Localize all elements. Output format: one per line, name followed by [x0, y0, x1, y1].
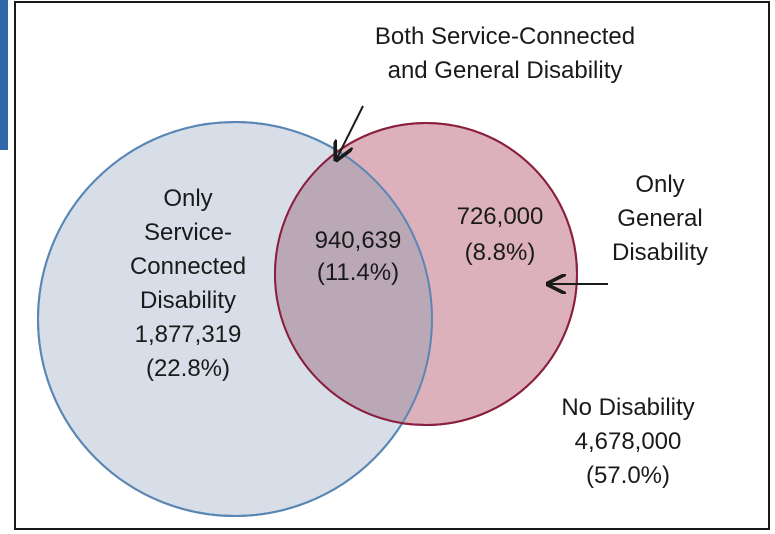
overlap-count: 940,639 — [314, 227, 402, 254]
general-disability-circle-outline — [274, 122, 578, 426]
only-service-line2: Service- — [143, 219, 233, 246]
overlap-pct: (11.4%) — [316, 259, 400, 286]
only-general-pct: (8.8%) — [464, 239, 536, 266]
only-service-count: 1,877,319 — [134, 321, 242, 348]
only-service-pct: (22.8%) — [145, 355, 231, 382]
overlap-label: 940,639 (11.4%) — [278, 226, 438, 288]
accent-strip — [0, 0, 8, 150]
only-general-line2: General — [617, 205, 703, 232]
only-general-line3: Disability — [611, 239, 709, 266]
only-service-line4: Disability — [139, 287, 237, 314]
both-label-line1: Both Service-Connected — [374, 23, 636, 50]
no-disability-line1: No Disability — [561, 394, 695, 421]
only-general-count: 726,000 — [456, 203, 544, 230]
only-general-values: 726,000 (8.8%) — [420, 202, 580, 268]
no-disability-pct: (57.0%) — [585, 462, 671, 489]
both-pointer-arrow — [337, 105, 364, 158]
only-service-line1: Only — [163, 185, 213, 212]
both-label-line2: and General Disability — [387, 57, 623, 84]
only-service-line3: Connected — [129, 253, 247, 280]
only-general-title: Only General Disability — [590, 170, 730, 268]
only-service-label: Only Service- Connected Disability 1,877… — [98, 184, 278, 384]
only-general-line1: Only — [635, 171, 685, 198]
both-label: Both Service-Connected and General Disab… — [320, 22, 690, 86]
no-disability-label: No Disability 4,678,000 (57.0%) — [528, 393, 728, 491]
no-disability-count: 4,678,000 — [574, 428, 682, 455]
service-connected-circle-outline — [37, 121, 433, 517]
